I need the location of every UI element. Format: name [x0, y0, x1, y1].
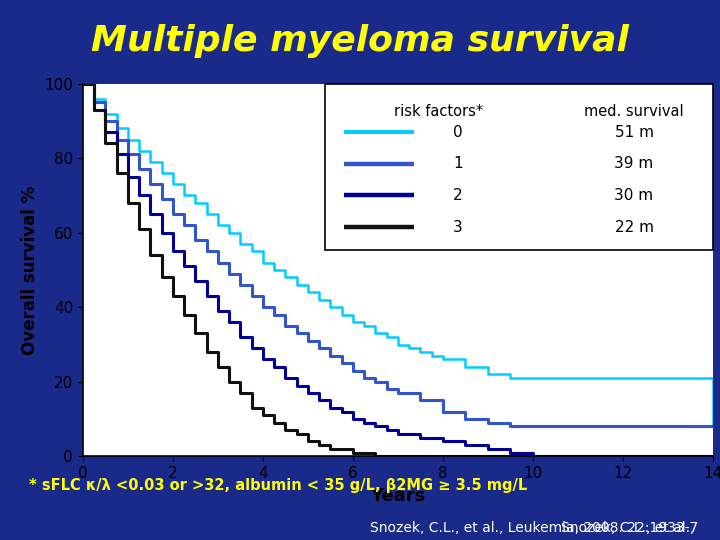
Text: 51 m: 51 m — [615, 125, 654, 140]
Text: Snozek, C.L., et al.,: Snozek, C.L., et al., — [561, 521, 698, 535]
Text: Snozek, C.L., et al., Leukemia, 2008. 22:1933-7: Snozek, C.L., et al., Leukemia, 2008. 22… — [370, 521, 698, 535]
Text: * sFLC κ/λ <0.03 or >32, albumin < 35 g/L, β2MG ≥ 3.5 mg/L: * sFLC κ/λ <0.03 or >32, albumin < 35 g/… — [29, 478, 527, 493]
Text: 0: 0 — [453, 125, 462, 140]
FancyBboxPatch shape — [325, 84, 713, 249]
Text: Multiple myeloma survival: Multiple myeloma survival — [91, 24, 629, 58]
Text: risk factors*: risk factors* — [394, 104, 483, 119]
Text: med. survival: med. survival — [584, 104, 684, 119]
Text: 3: 3 — [453, 220, 462, 235]
Text: 2: 2 — [453, 188, 462, 203]
Text: 22 m: 22 m — [615, 220, 654, 235]
X-axis label: Years: Years — [370, 487, 426, 504]
Text: 39 m: 39 m — [614, 156, 654, 171]
Y-axis label: Overall survival %: Overall survival % — [21, 185, 39, 355]
Text: 30 m: 30 m — [614, 188, 654, 203]
Text: 1: 1 — [453, 156, 462, 171]
